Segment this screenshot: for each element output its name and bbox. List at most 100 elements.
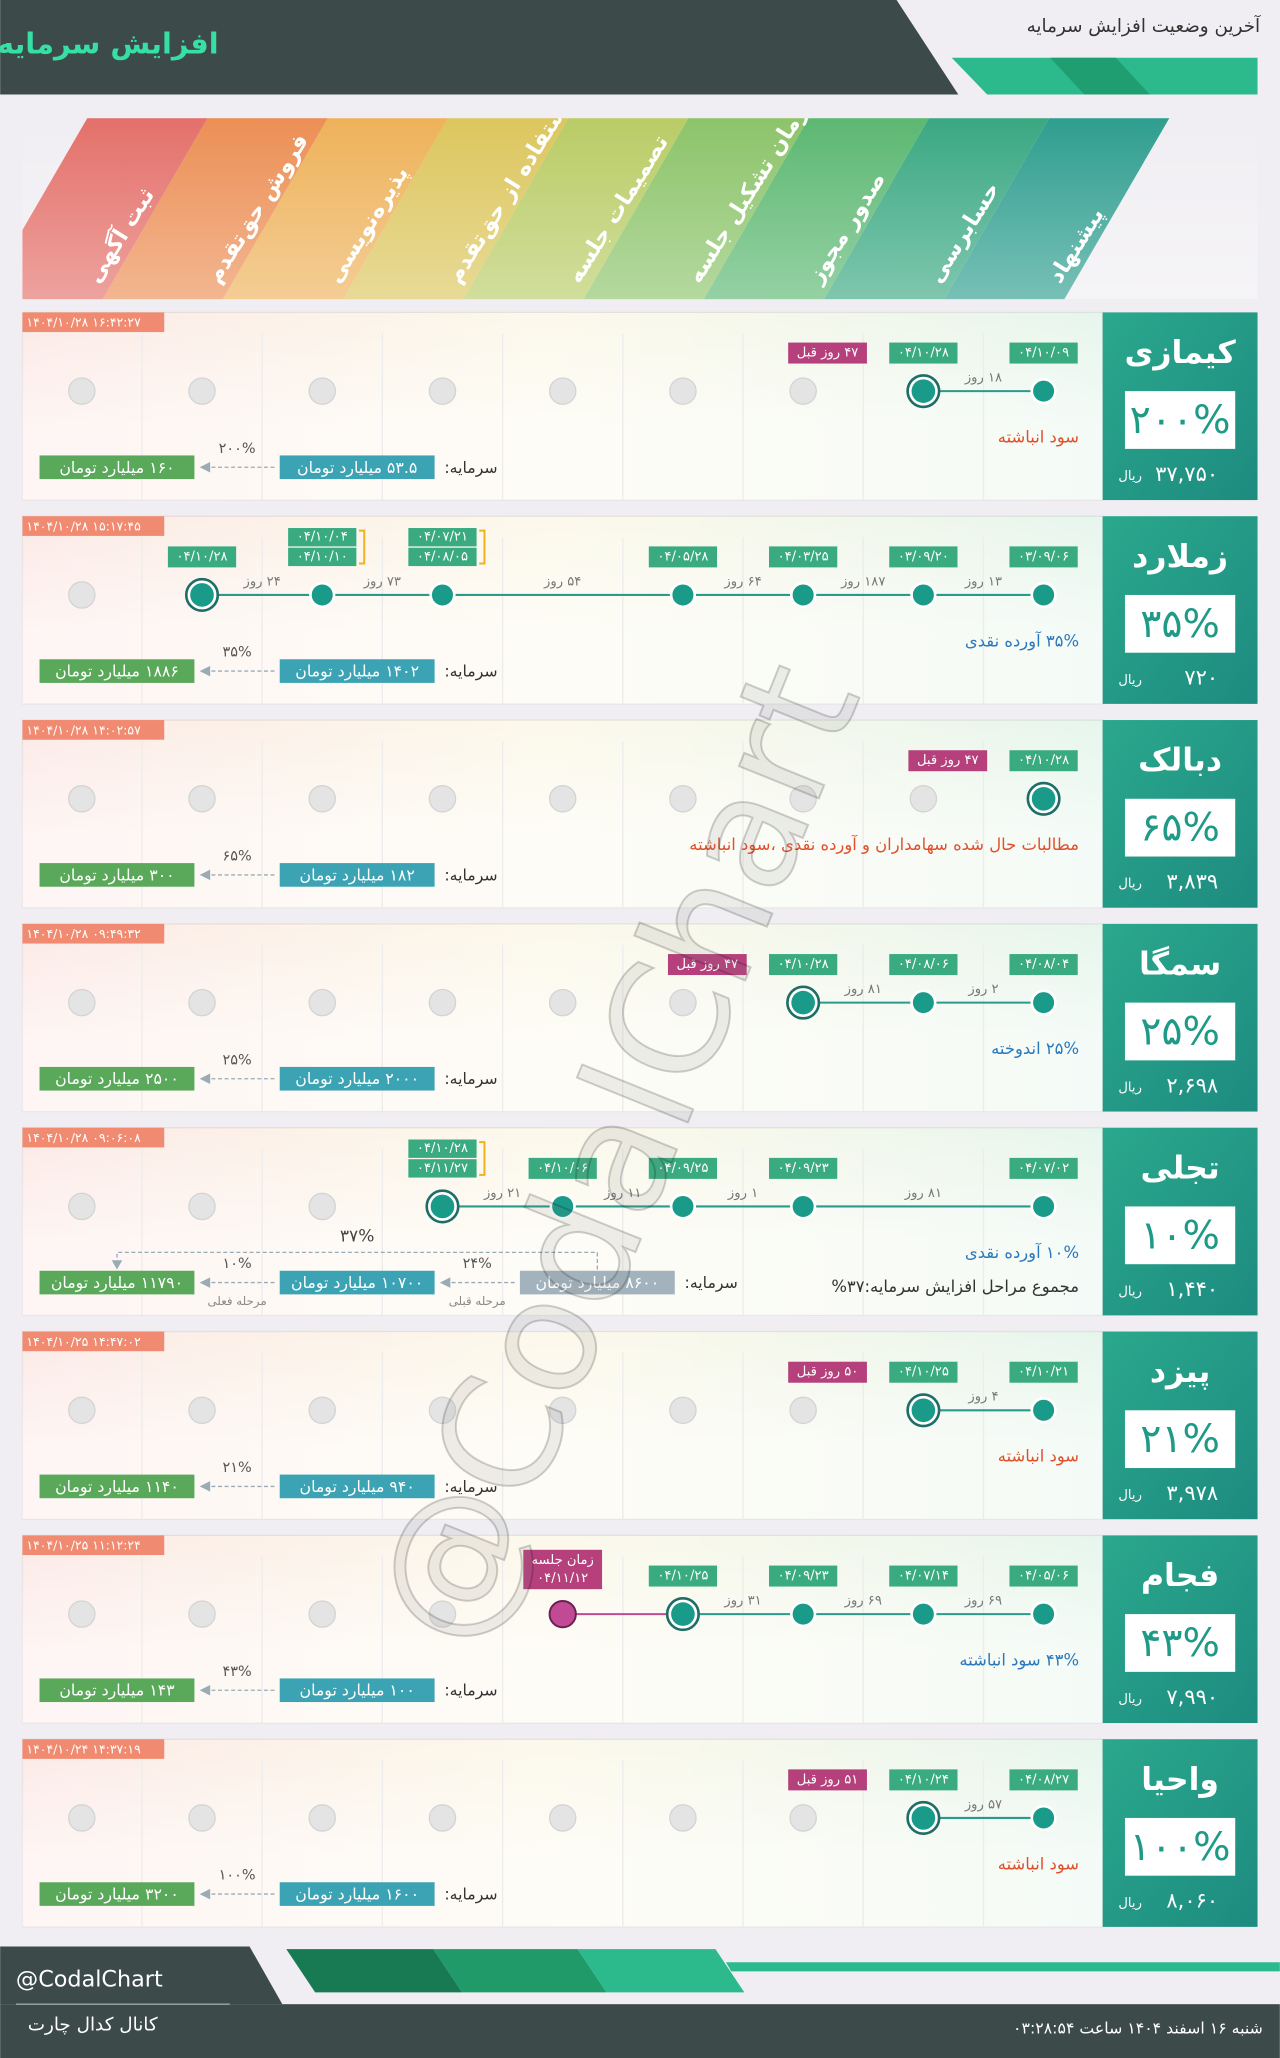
stage-fade [22, 118, 1258, 300]
ago-label: ۵۱ روز قبل [797, 1772, 859, 1787]
capital-box [279, 1678, 435, 1703]
current-stage [430, 1194, 455, 1219]
gap-label: ۳۱ روز [723, 1593, 761, 1608]
capital-box [279, 1066, 435, 1091]
company-price: ۷۲۰ [1184, 666, 1218, 690]
gap-label: ۲۴ روز [242, 574, 280, 589]
pending-stage [669, 1396, 697, 1425]
footer-stripe [577, 1949, 745, 1993]
gap-label: ۶۹ روز [844, 1593, 882, 1608]
date-box [1009, 1361, 1078, 1383]
company-price: ۳,۸۳۹ [1166, 869, 1218, 893]
price-unit: ریال [1118, 469, 1142, 484]
stage-date: ۰۴/۱۰/۲۵ [657, 1569, 708, 1584]
pending-stage [68, 1192, 96, 1221]
gap-label: ۵۴ روز [543, 574, 581, 589]
stage-date: ۰۴/۰۸/۰۴ [1018, 957, 1069, 972]
date-box [528, 1157, 597, 1179]
arrow-head [111, 1260, 123, 1270]
stage-date: ۰۴/۱۱/۲۷ [417, 1161, 468, 1176]
timestamp-box [22, 720, 165, 740]
date-box [769, 1157, 838, 1179]
stage-date: ۰۴/۰۸/۲۷ [1018, 1772, 1069, 1787]
pending-stage [428, 785, 457, 813]
pending-stage [789, 377, 817, 405]
pending-stage [308, 1396, 337, 1425]
pending-stage [308, 1600, 337, 1628]
capital-label: سرمایه: [444, 865, 497, 885]
stage-date: ۰۴/۰۹/۲۵ [657, 1161, 708, 1176]
capital-value: ۱۶۰۰ میلیارد تومان [295, 1885, 419, 1905]
date-box [648, 546, 718, 568]
company-row: تجلی ۱۰% ۱,۴۴۰ ریال ۱۴۰۴/۱۰/۲۸ ۰۹:۰۶:۰۸ ۸۱ رو… [21, 1127, 1258, 1317]
step-label: مرحله قبلی [449, 1294, 506, 1309]
pending-stage [68, 581, 96, 609]
company-percent: ۲۵% [1140, 1008, 1220, 1054]
capital-value: ۵۳.۵ میلیارد تومان [297, 458, 417, 478]
timestamp-box [22, 516, 165, 536]
pending-stage [308, 1192, 337, 1221]
pending-stage [789, 785, 817, 813]
company-name: واحیا [1141, 1762, 1219, 1798]
stage-date: ۰۴/۱۱/۱۲ [537, 1571, 588, 1586]
pending-stage [548, 1396, 577, 1425]
capital-label: سرمایه: [444, 1477, 497, 1497]
timestamp-box [22, 312, 165, 333]
step-percent: ۶۵% [222, 849, 251, 865]
note: مجموع مراحل افزایش سرمایه:۳۷% [831, 1277, 1079, 1297]
pending-stage [669, 785, 697, 813]
company-price: ۳۷,۷۵۰ [1155, 462, 1218, 486]
percent-box [1124, 1817, 1236, 1876]
stage-date: ۰۴/۰۵/۲۸ [657, 549, 708, 564]
date-box [889, 1769, 958, 1791]
stage-date: ۰۴/۱۰/۱۰ [297, 549, 348, 564]
pending-stage [789, 1804, 817, 1832]
arrow-head [199, 462, 211, 473]
planned-box [523, 1549, 603, 1590]
footer-handle: @CodalChart [16, 1966, 163, 1992]
capital-box [39, 1066, 195, 1091]
step-percent: ۲۰۰% [219, 441, 256, 457]
company-row: سمگا ۲۵% ۲,۶۹۸ ریال ۱۴۰۴/۱۰/۲۸ ۰۹:۴۹:۳۲ ۲ روز… [21, 923, 1258, 1113]
done-stage [790, 1193, 817, 1220]
company-percent: ۳۵% [1140, 601, 1220, 647]
done-stage [790, 1600, 817, 1628]
capital-box [279, 1882, 435, 1906]
company-row: واحیا ۱۰۰% ۸,۰۶۰ ریال ۱۴۰۴/۱۰/۲۴ ۱۴:۳۷:۱۹ ۵۷ … [21, 1738, 1258, 1928]
company-name: زملارد [1132, 539, 1228, 575]
ago-box [908, 750, 988, 772]
date-box [408, 1139, 477, 1158]
pending-stage [68, 988, 96, 1017]
stage-date: ۰۴/۱۰/۲۸ [417, 1141, 468, 1156]
done-stage [669, 1193, 697, 1220]
capital-value: ۳۲۰۰ میلیارد تومان [55, 1885, 179, 1905]
percent-box [1124, 1002, 1236, 1061]
header-title: افزایش سرمایه [0, 26, 219, 60]
gap-label: ۲ روز [967, 982, 998, 997]
current-stage [671, 1602, 695, 1626]
date-box [889, 954, 958, 976]
done-stage [1030, 1397, 1057, 1424]
date-box [1009, 1157, 1078, 1179]
pending-stage [188, 988, 216, 1017]
done-stage [910, 581, 937, 609]
company-price: ۳,۹۷۸ [1166, 1481, 1218, 1505]
company-price: ۲,۶۹۸ [1166, 1073, 1218, 1097]
timestamp-box [22, 1331, 165, 1352]
capital-value: ۱۱۷۹۰ میلیارد تومان [51, 1273, 183, 1293]
company-name: سمگا [1139, 946, 1221, 983]
ago-box [788, 342, 867, 364]
note: ۳۵% آورده نقدی [965, 631, 1079, 651]
footer-date: شنبه ۱۶ اسفند ۱۴۰۴ ساعت ۰۳:۲۸:۵۴ [1013, 2018, 1263, 2037]
capital-value: ۱۴۰۲ میلیارد تومان [295, 662, 419, 682]
percent-box [1124, 1614, 1236, 1672]
capital-label: سرمایه: [444, 662, 497, 682]
note: مطالبات حال شده سهامداران و آورده نقدی ،… [689, 835, 1079, 855]
pending-stage [308, 1804, 337, 1832]
step-percent: ۲۱% [222, 1460, 251, 1476]
capital-box [39, 1474, 195, 1499]
footer-stripe [433, 1949, 607, 1993]
pending-stage [428, 377, 457, 405]
date-box [408, 547, 477, 567]
percent-box [1124, 1410, 1236, 1469]
